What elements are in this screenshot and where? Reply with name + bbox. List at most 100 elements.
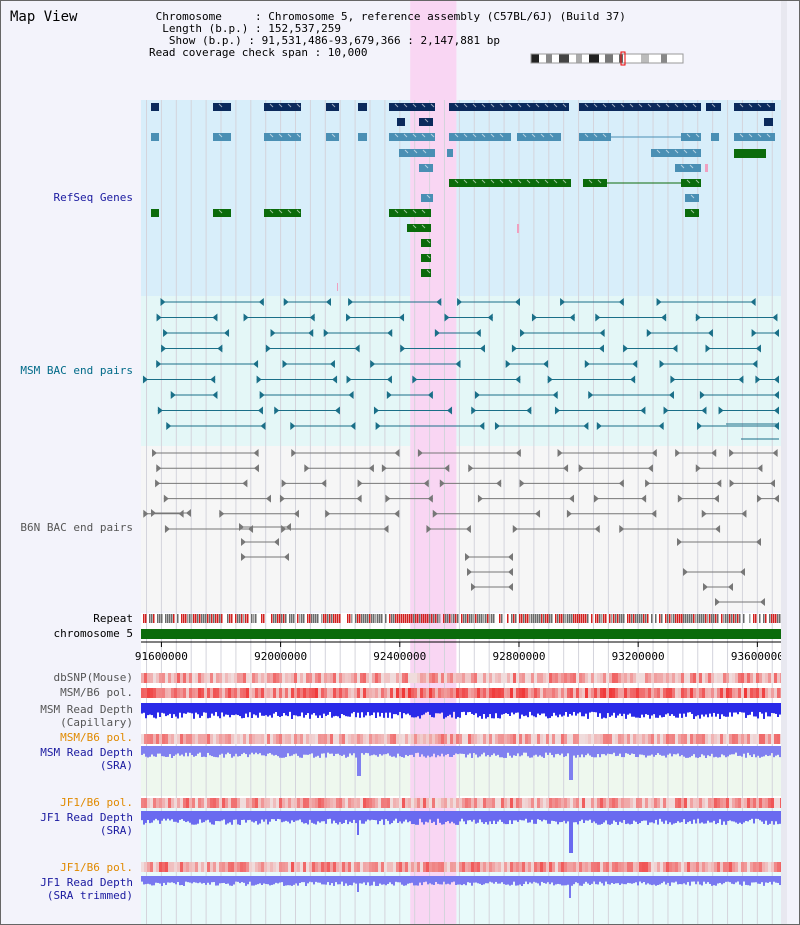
read-depth-bar-jf1-trim	[439, 876, 441, 885]
polymorphism-cell	[408, 688, 411, 698]
read-depth-bar-jf1-trim	[145, 876, 147, 885]
msm-bac-pair-end	[695, 313, 701, 322]
msm-bac-pair-end	[705, 344, 711, 353]
read-depth-bar-msm-capillary	[369, 703, 371, 716]
repeat-element	[567, 614, 569, 623]
msm-bac-pair-end	[274, 406, 280, 415]
repeat-element	[363, 614, 365, 623]
polymorphism-cell	[753, 688, 756, 698]
polymorphism-cell	[210, 734, 213, 744]
read-depth-bar-jf1-trim	[591, 876, 593, 884]
read-depth-bar-msm-sra	[447, 746, 449, 754]
polymorphism-cell	[246, 798, 249, 808]
polymorphism-cell	[489, 862, 492, 872]
read-depth-bar-jf1-sra	[523, 811, 525, 821]
read-depth-bar-msm-sra	[567, 746, 569, 754]
polymorphism-cell	[384, 862, 387, 872]
track-label-msm-depth-sra[interactable]: MSM Read Depth (SRA)	[40, 746, 133, 772]
track-label-msm-b6-pol[interactable]: MSM/B6 pol.	[60, 686, 133, 699]
read-depth-bar-jf1-sra	[195, 811, 197, 825]
polymorphism-cell	[378, 673, 381, 683]
read-depth-bar-msm-capillary	[325, 703, 327, 716]
track-label-repeat[interactable]: Repeat	[93, 612, 133, 625]
polymorphism-cell	[621, 734, 624, 744]
polymorphism-cell	[309, 862, 312, 872]
read-depth-bar-jf1-trim	[643, 876, 645, 882]
read-depth-bar-msm-capillary	[237, 703, 239, 716]
read-depth-bar-jf1-sra	[609, 811, 611, 825]
polymorphism-cell	[369, 798, 372, 808]
read-depth-bar-jf1-sra	[445, 811, 447, 822]
polymorphism-cell	[678, 673, 681, 683]
polymorphism-cell	[720, 798, 723, 808]
repeat-element	[221, 614, 223, 623]
gene-exon	[358, 103, 367, 111]
read-depth-bar-jf1-sra	[297, 811, 299, 821]
polymorphism-cell	[543, 673, 546, 683]
read-depth-bar-jf1-trim	[339, 876, 341, 885]
polymorphism-cell	[540, 798, 543, 808]
strand-tick	[748, 133, 753, 138]
polymorphism-cell	[267, 734, 270, 744]
polymorphism-cell	[657, 688, 660, 698]
read-depth-bar-jf1-trim	[191, 876, 193, 884]
polymorphism-cell	[177, 688, 180, 698]
gene-exon	[389, 209, 431, 217]
read-depth-bar-msm-sra	[491, 746, 493, 756]
read-depth-bar-msm-capillary	[649, 703, 651, 719]
track-label-chromosome[interactable]: chromosome 5	[53, 627, 133, 640]
polymorphism-cell	[411, 673, 414, 683]
track-label-msm-depth-cap[interactable]: MSM Read Depth (Capillary)	[40, 703, 133, 729]
read-depth-bar-msm-sra	[485, 746, 487, 757]
strand-tick	[481, 133, 486, 138]
read-depth-bar-msm-sra	[579, 746, 581, 758]
polymorphism-cell	[228, 673, 231, 683]
msm-bac-pair-end	[434, 329, 440, 337]
polymorphism-cell	[534, 734, 537, 744]
read-depth-bar-msm-sra	[175, 746, 177, 755]
track-label-jf1-depth-sra[interactable]: JF1 Read Depth (SRA)	[40, 811, 133, 837]
read-depth-bar-jf1-trim	[201, 876, 203, 884]
read-depth-bar-jf1-sra	[605, 811, 607, 821]
polymorphism-cell	[414, 688, 417, 698]
polymorphism-cell	[198, 862, 201, 872]
track-label-msm-bac[interactable]: MSM BAC end pairs	[20, 364, 133, 377]
b6n-bac-pair-end	[465, 553, 470, 561]
polymorphism-cell	[312, 734, 315, 744]
read-depth-bar-msm-sra	[299, 746, 301, 758]
read-depth-bar-msm-capillary	[451, 703, 453, 718]
read-depth-bar-msm-sra	[227, 746, 229, 753]
strand-tick	[421, 103, 426, 108]
track-label-jf1-b6-pol-2[interactable]: JF1/B6 pol.	[60, 861, 133, 874]
track-label-b6n-bac[interactable]: B6N BAC end pairs	[20, 521, 133, 534]
read-depth-bar-jf1-trim	[255, 876, 257, 885]
polymorphism-cell	[735, 673, 738, 683]
track-label-jf1-depth-trim[interactable]: JF1 Read Depth (SRA trimmed)	[40, 876, 133, 902]
polymorphism-cell	[267, 862, 270, 872]
read-depth-bar-msm-sra	[527, 746, 529, 757]
b6n-bac-pair-end	[769, 479, 775, 488]
read-depth-bar-jf1-trim	[267, 876, 269, 885]
polymorphism-cell	[429, 673, 432, 683]
read-depth-bar-jf1-trim	[693, 876, 695, 882]
polymorphism-cell	[726, 688, 729, 698]
polymorphism-cell	[540, 862, 543, 872]
polymorphism-cell	[453, 673, 456, 683]
track-label-jf1-b6-pol[interactable]: JF1/B6 pol.	[60, 796, 133, 809]
read-depth-bar-msm-sra	[699, 746, 701, 758]
repeat-element	[415, 614, 417, 623]
polymorphism-cell	[459, 862, 462, 872]
read-depth-bar-msm-sra	[755, 746, 757, 758]
polymorphism-cell	[744, 734, 747, 744]
polymorphism-cell	[663, 798, 666, 808]
track-label-dbsnp[interactable]: dbSNP(Mouse)	[53, 671, 133, 684]
read-depth-bar-jf1-sra	[719, 811, 721, 820]
track-label-msm-b6-pol-2[interactable]: MSM/B6 pol.	[60, 731, 133, 744]
read-depth-bar-msm-sra	[483, 746, 485, 753]
read-depth-bar-jf1-sra	[369, 811, 371, 821]
read-depth-bar-msm-capillary	[515, 703, 517, 713]
polymorphism-cell	[351, 734, 354, 744]
read-depth-bar-msm-sra	[247, 746, 249, 758]
track-label-refseq[interactable]: RefSeq Genes	[53, 191, 133, 204]
polymorphism-cell	[186, 673, 189, 683]
